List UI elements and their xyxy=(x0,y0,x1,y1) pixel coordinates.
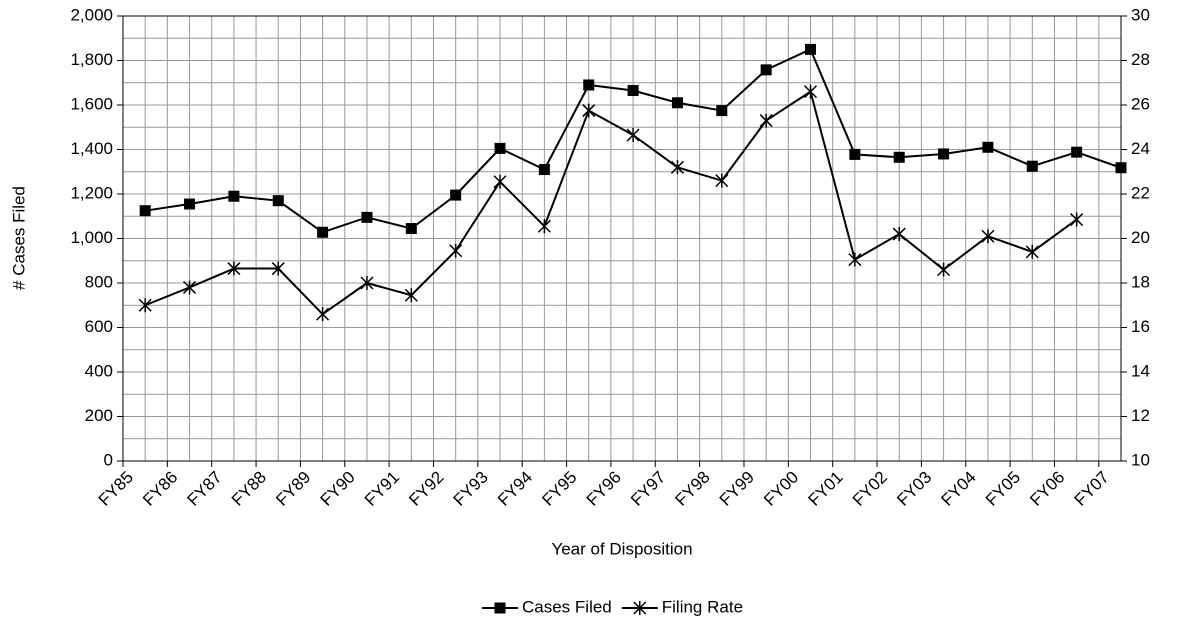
x-tick-label: FY87 xyxy=(184,468,226,510)
legend-marker xyxy=(494,602,506,614)
data-point xyxy=(715,173,729,188)
x-tick-label: FY94 xyxy=(494,468,536,510)
y2-tick-label: 28 xyxy=(1131,50,1150,69)
y-axis-title: # Cases Filed xyxy=(9,186,28,290)
data-point xyxy=(184,198,196,210)
data-point xyxy=(1026,160,1038,172)
y-tick-label: 0 xyxy=(104,450,113,469)
x-tick-label: FY01 xyxy=(805,468,847,510)
data-point xyxy=(671,97,683,109)
y2-tick-label: 24 xyxy=(1131,139,1150,158)
data-point xyxy=(1070,212,1084,227)
data-point xyxy=(627,85,639,97)
y-tick-label: 800 xyxy=(85,272,113,291)
data-point xyxy=(494,142,506,154)
data-point xyxy=(848,252,862,267)
data-point xyxy=(892,227,906,242)
data-point xyxy=(227,261,241,276)
y2-tick-label: 16 xyxy=(1131,317,1150,336)
data-point xyxy=(583,79,595,91)
y-tick-label: 400 xyxy=(85,361,113,380)
x-tick-label: FY99 xyxy=(716,468,758,510)
x-tick-label: FY91 xyxy=(361,468,403,510)
data-point xyxy=(450,189,462,201)
data-point xyxy=(803,84,818,99)
data-point xyxy=(849,148,861,160)
data-point xyxy=(316,307,330,322)
data-point xyxy=(139,205,151,217)
data-point xyxy=(272,195,284,207)
data-point xyxy=(938,148,950,160)
data-point xyxy=(138,298,152,313)
x-tick-label: FY00 xyxy=(760,468,802,510)
y-tick-label: 1,000 xyxy=(70,228,113,247)
x-tick-label: FY03 xyxy=(893,468,935,510)
data-point xyxy=(493,174,507,189)
data-point xyxy=(228,190,240,202)
x-tick-label: FY07 xyxy=(1071,468,1113,510)
y-tick-label: 2,000 xyxy=(70,5,113,24)
data-point xyxy=(982,141,994,153)
data-point xyxy=(360,276,374,290)
y-tick-label: 200 xyxy=(85,406,113,425)
legend-label: Filing Rate xyxy=(662,597,743,616)
data-point xyxy=(271,261,285,276)
data-point xyxy=(626,128,640,143)
data-point xyxy=(183,280,197,295)
y2-tick-label: 22 xyxy=(1131,183,1150,202)
data-point xyxy=(937,262,951,277)
y-tick-label: 600 xyxy=(85,317,113,336)
data-point xyxy=(759,113,773,128)
data-point xyxy=(582,103,596,118)
x-tick-label: FY92 xyxy=(405,468,447,510)
x-tick-label: FY90 xyxy=(317,468,359,510)
data-point xyxy=(1115,162,1127,174)
y2-tick-label: 26 xyxy=(1131,94,1150,113)
x-tick-label: FY85 xyxy=(95,468,137,510)
legend-marker xyxy=(633,601,647,615)
data-point xyxy=(670,160,684,175)
x-tick-label: FY05 xyxy=(982,468,1024,510)
data-point xyxy=(1025,244,1039,259)
data-point xyxy=(405,222,417,234)
x-tick-label: FY97 xyxy=(627,468,669,510)
x-tick-label: FY93 xyxy=(450,468,492,510)
y2-tick-label: 20 xyxy=(1131,228,1150,247)
data-point xyxy=(404,288,418,303)
x-tick-label: FY95 xyxy=(538,468,580,510)
data-point xyxy=(449,243,463,258)
y2-tick-label: 18 xyxy=(1131,272,1150,291)
y2-tick-label: 14 xyxy=(1131,361,1150,380)
y-tick-label: 1,800 xyxy=(70,50,113,69)
data-point xyxy=(317,226,329,238)
data-point xyxy=(538,164,550,176)
y2-tick-label: 30 xyxy=(1131,5,1150,24)
y2-tick-label: 12 xyxy=(1131,406,1150,425)
x-tick-label: FY04 xyxy=(938,468,980,510)
data-point xyxy=(981,229,995,244)
x-tick-label: FY88 xyxy=(228,468,270,510)
x-tick-label: FY96 xyxy=(583,468,625,510)
x-tick-label: FY98 xyxy=(671,468,713,510)
data-point xyxy=(760,64,772,76)
legend-label: Cases Filed xyxy=(522,597,612,616)
x-tick-label: FY02 xyxy=(849,468,891,510)
data-point xyxy=(361,211,373,223)
data-point xyxy=(805,43,817,55)
plot-frame xyxy=(122,15,1122,462)
data-point xyxy=(893,151,905,163)
y2-tick-label: 10 xyxy=(1131,450,1150,469)
y-tick-label: 1,400 xyxy=(70,139,113,158)
series-line xyxy=(144,90,1078,316)
x-tick-label: FY86 xyxy=(139,468,181,510)
data-point xyxy=(716,105,728,117)
y-tick-label: 1,200 xyxy=(70,183,113,202)
y-tick-label: 1,600 xyxy=(70,94,113,113)
data-point xyxy=(1071,146,1083,158)
x-tick-label: FY06 xyxy=(1026,468,1068,510)
x-tick-label: FY89 xyxy=(272,468,314,510)
data-point xyxy=(537,219,551,234)
x-axis-title: Year of Disposition xyxy=(551,539,692,558)
